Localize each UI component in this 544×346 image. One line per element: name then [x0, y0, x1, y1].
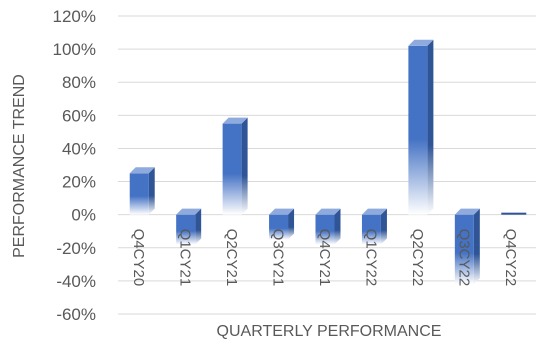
bar: [408, 39, 434, 215]
y-tick-label: 120%: [53, 7, 96, 26]
y-axis-ticks: -60% -40% -20% 0% 20% 40% 60% 80% 100% 120%: [53, 7, 96, 324]
y-tick-label: -20%: [56, 239, 96, 258]
y-tick-label: 60%: [62, 106, 96, 125]
x-tick-label: Q4CY21: [316, 229, 333, 287]
y-tick-label: 80%: [62, 73, 96, 92]
x-tick-label: Q2CY21: [223, 229, 240, 287]
x-tick-label: Q4CY22: [502, 229, 519, 287]
x-tick-label: Q1CY21: [177, 229, 194, 287]
bar: [315, 208, 341, 245]
bar: [361, 208, 387, 245]
y-tick-label: 100%: [53, 40, 96, 59]
bar: [176, 208, 202, 245]
bars: [129, 39, 527, 285]
bar: [222, 117, 248, 215]
x-tick-label: Q1CY22: [362, 229, 379, 287]
y-tick-label: 40%: [62, 139, 96, 158]
x-tick-label: Q3CY22: [455, 229, 472, 287]
bar: [501, 212, 527, 215]
y-tick-label: -40%: [56, 272, 96, 291]
x-tick-label: Q4CY20: [130, 229, 147, 287]
bar: [454, 208, 480, 285]
x-axis-title: QUARTERLY PERFORMANCE: [217, 323, 442, 340]
y-tick-label: 0%: [71, 206, 96, 225]
bar: [269, 208, 295, 240]
bar: [129, 167, 155, 215]
y-tick-label: 20%: [62, 173, 96, 192]
y-tick-label: -60%: [56, 305, 96, 324]
x-tick-label: Q3CY21: [270, 229, 287, 287]
y-axis-title: PERFORMANCE TREND: [11, 74, 28, 258]
x-tick-label: Q2CY22: [409, 229, 426, 287]
x-axis-ticks: Q4CY20 Q1CY21 Q2CY21 Q3CY21 Q4CY21 Q1CY22 Q2CY…: [130, 229, 519, 287]
